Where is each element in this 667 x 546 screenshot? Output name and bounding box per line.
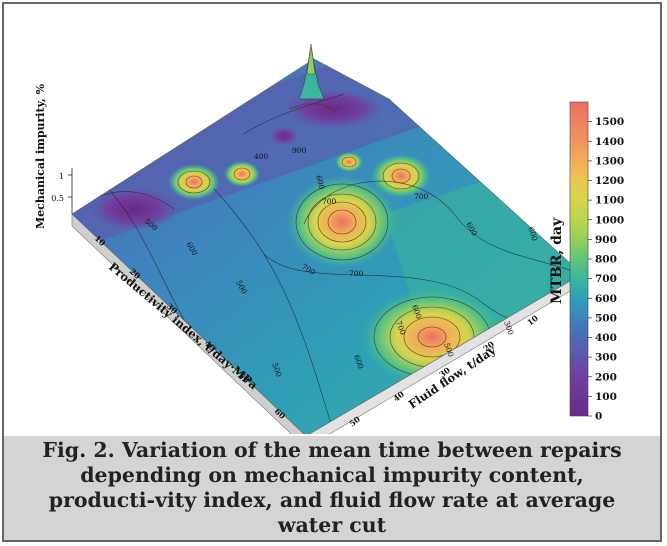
- contour-label: 700: [349, 269, 364, 278]
- z-tick-label: 1: [59, 172, 64, 181]
- colorbar-tick-label: 1200: [595, 175, 624, 187]
- colorbar-tick-label: 0: [595, 411, 602, 423]
- colorbar-tick-label: 1000: [595, 214, 624, 226]
- colorbar-tick-label: 800: [595, 254, 617, 266]
- surface-outline: [71, 58, 583, 434]
- caption-text: Fig. 2. Variation of the mean time betwe…: [42, 438, 622, 537]
- z-tick-label: 0.5: [51, 194, 64, 203]
- surface-plot: [72, 59, 582, 434]
- contour-label: 700: [322, 197, 337, 206]
- colorbar: 0 100 200 300 400 500 600 700 800 900 1000 1100 1200…: [549, 101, 624, 423]
- z-axis: 1 0.5 Mechanical impurity, %: [34, 83, 73, 229]
- contour-label: 700: [414, 192, 429, 201]
- colorbar-tick-label: 400: [595, 332, 617, 344]
- colorbar-tick-label: 500: [595, 312, 617, 324]
- colorbar-tick-label: 900: [595, 234, 617, 246]
- figure-caption: Fig. 2. Variation of the mean time betwe…: [4, 436, 660, 540]
- colorbar-tick-label: 1300: [595, 155, 624, 167]
- contour-label: 600: [314, 174, 326, 190]
- contour-label: 400: [254, 152, 269, 161]
- contour-label: 900: [292, 146, 307, 155]
- colorbar-tick-label: 200: [595, 371, 617, 383]
- z-axis-label: Mechanical impurity, %: [34, 83, 47, 229]
- colorbar-tick-label: 600: [595, 293, 617, 305]
- colorbar-tick-label: 100: [595, 391, 617, 403]
- colorbar-label: MTBR, day: [549, 217, 565, 304]
- colorbar-tick-label: 700: [595, 273, 617, 285]
- colorbar-tick-label: 300: [595, 352, 617, 364]
- figure-frame: 500 600 500 700 700 700 700 600 600 700 …: [2, 2, 662, 542]
- colorbar-ticks: 0 100 200 300 400 500 600 700 800 900 1000 1100 1200…: [588, 116, 624, 423]
- colorbar-gradient: [569, 101, 589, 417]
- colorbar-tick-label: 1500: [595, 116, 624, 128]
- surface-spike: [288, 43, 337, 113]
- surface-chart: 500 600 500 700 700 700 700 600 600 700 …: [34, 43, 624, 434]
- colorbar-tick-label: 1400: [595, 136, 624, 148]
- colorbar-tick-label: 1100: [595, 195, 624, 207]
